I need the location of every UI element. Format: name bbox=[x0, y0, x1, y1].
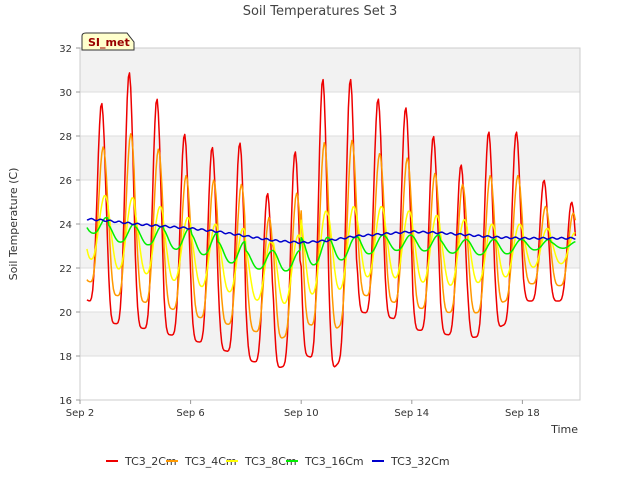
y-axis: 16 18 20 22 24 26 28 30 32 bbox=[59, 44, 80, 407]
site-badge: SI_met bbox=[81, 32, 135, 51]
y-tick-label: 32 bbox=[59, 44, 72, 55]
y-tick-label: 22 bbox=[59, 264, 72, 275]
x-tick-label: Sep 6 bbox=[176, 408, 204, 419]
legend-label: TC3_8Cm bbox=[244, 455, 297, 468]
y-tick-label: 18 bbox=[59, 352, 72, 363]
series-lines bbox=[86, 72, 577, 369]
series-line-tc3-16cm bbox=[86, 216, 576, 272]
legend-label: TC3_16Cm bbox=[304, 455, 364, 468]
x-tick-label: Sep 2 bbox=[66, 408, 94, 419]
y-tick-label: 28 bbox=[59, 132, 72, 143]
chart-title: Soil Temperatures Set 3 bbox=[243, 4, 398, 19]
y-tick-label: 24 bbox=[59, 220, 72, 231]
series-line-tc3-8cm bbox=[86, 194, 576, 304]
x-tick-label: Sep 18 bbox=[505, 408, 540, 419]
legend: TC3_2Cm TC3_4Cm TC3_8Cm TC3_16Cm TC3_32Cm bbox=[106, 455, 450, 468]
x-axis: Sep 2 Sep 6 Sep 10 Sep 14 Sep 18 bbox=[66, 400, 540, 419]
series-line-tc3-32cm bbox=[86, 217, 576, 245]
y-tick-label: 20 bbox=[59, 308, 72, 319]
grid-band bbox=[80, 92, 580, 136]
grid-band bbox=[80, 356, 580, 400]
x-tick-label: Sep 10 bbox=[284, 408, 319, 419]
x-tick-label: Sep 14 bbox=[394, 408, 429, 419]
series-line-tc3-4cm bbox=[86, 133, 577, 339]
grid-band bbox=[80, 136, 580, 180]
legend-label: TC3_32Cm bbox=[390, 455, 450, 468]
legend-label: TC3_2Cm bbox=[124, 455, 177, 468]
grid-band bbox=[80, 48, 580, 92]
y-axis-label: Soil Temperature (C) bbox=[7, 168, 20, 281]
x-axis-label: Time bbox=[550, 423, 578, 436]
y-tick-label: 26 bbox=[59, 176, 72, 187]
site-badge-label: SI_met bbox=[88, 36, 130, 49]
series-line-tc3-2cm bbox=[86, 72, 577, 369]
y-tick-label: 16 bbox=[59, 396, 72, 407]
legend-label: TC3_4Cm bbox=[184, 455, 237, 468]
y-tick-label: 30 bbox=[59, 88, 72, 99]
